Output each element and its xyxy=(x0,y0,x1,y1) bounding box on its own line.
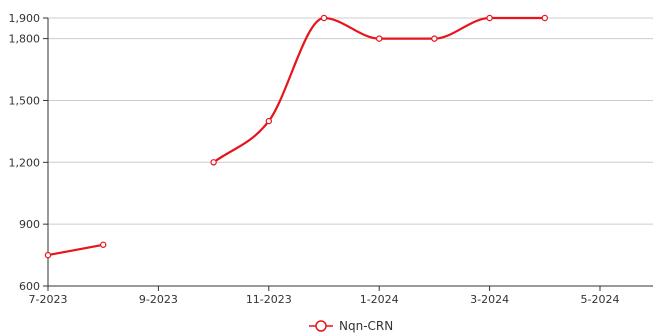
series-layer xyxy=(44,14,549,259)
y-tick-label: 1,800 xyxy=(9,33,41,46)
x-tick-label: 3-2024 xyxy=(470,293,509,306)
data-point xyxy=(431,35,438,42)
x-tick-label: 1-2024 xyxy=(360,293,399,306)
y-tick-label: 1,200 xyxy=(9,156,41,169)
legend-circle-marker xyxy=(315,320,327,332)
series-line xyxy=(46,243,105,257)
y-tick-label: 600 xyxy=(19,280,40,293)
x-tick-label: 7-2023 xyxy=(29,293,68,306)
y-tick-label: 1,900 xyxy=(9,12,41,25)
axes xyxy=(43,17,653,291)
y-tick-label: 900 xyxy=(19,218,40,231)
data-point xyxy=(99,241,107,248)
data-point xyxy=(210,159,217,166)
x-tick-label: 11-2023 xyxy=(246,293,292,306)
legend[interactable]: Nqn-CRN xyxy=(309,319,393,333)
y-axis-tick-labels: 600 900 1,200 1,500 1,800 1,900 xyxy=(9,12,41,293)
data-point xyxy=(44,251,52,259)
legend-label: Nqn-CRN xyxy=(339,319,393,333)
x-tick-label: 9-2023 xyxy=(139,293,178,306)
data-point xyxy=(320,14,328,22)
x-axis-tick-labels: 7-2023 9-2023 11-2023 1-2024 3-2024 5-2024 xyxy=(29,293,620,306)
data-point xyxy=(541,14,549,22)
data-point xyxy=(486,14,493,22)
grid-lines xyxy=(48,17,653,225)
data-point xyxy=(265,117,272,125)
data-point xyxy=(376,35,383,42)
y-tick-label: 1,500 xyxy=(9,94,41,107)
x-tick-label: 5-2024 xyxy=(581,293,620,306)
